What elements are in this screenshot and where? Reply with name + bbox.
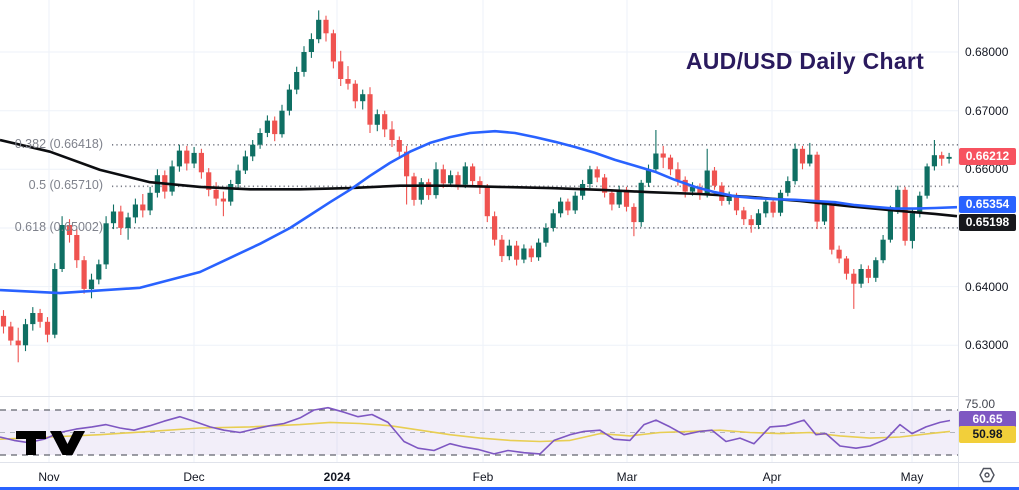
rsi-value-tag: 50.98 bbox=[959, 426, 1016, 443]
time-axis-label: Feb bbox=[472, 470, 494, 484]
bottom-accent-bar bbox=[0, 487, 1019, 490]
time-axis-label: Dec bbox=[183, 470, 205, 484]
rsi-value-tag: 60.65 bbox=[959, 411, 1016, 428]
price-tick-label: 0.63000 bbox=[965, 338, 1009, 352]
price-tag: 0.65354 bbox=[959, 196, 1016, 213]
chart-title: AUD/USD Daily Chart bbox=[685, 48, 925, 74]
price-axis[interactable] bbox=[959, 0, 1019, 462]
price-tag: 0.65198 bbox=[959, 214, 1016, 231]
time-axis-label: May bbox=[900, 470, 924, 484]
price-tick-label: 0.67000 bbox=[965, 104, 1009, 118]
tradingview-logo[interactable] bbox=[16, 431, 85, 455]
price-tick-label: 0.64000 bbox=[965, 280, 1009, 294]
time-axis-label: Nov bbox=[38, 470, 60, 484]
time-axis-label: Mar bbox=[616, 470, 638, 484]
time-axis-label: Apr bbox=[762, 470, 782, 484]
price-tick-label: 0.66000 bbox=[965, 162, 1009, 176]
fib-level-label: 0.618 (0.65002) bbox=[14, 220, 103, 234]
time-axis-label: 2024 bbox=[323, 470, 351, 484]
candlestick-series bbox=[0, 10, 952, 363]
gear-icon[interactable] bbox=[979, 467, 995, 483]
rsi-line bbox=[0, 406, 951, 455]
sma-black-line bbox=[0, 138, 958, 218]
fib-level-label: 0.382 (0.66418) bbox=[14, 137, 103, 151]
fib-level-label: 0.5 (0.65710) bbox=[28, 178, 103, 192]
price-tag: 0.66212 bbox=[959, 148, 1016, 165]
price-tick-label: 0.68000 bbox=[965, 45, 1009, 59]
rsi-tick-label: 75.00 bbox=[965, 397, 996, 411]
sma-blue-line bbox=[0, 129, 958, 295]
